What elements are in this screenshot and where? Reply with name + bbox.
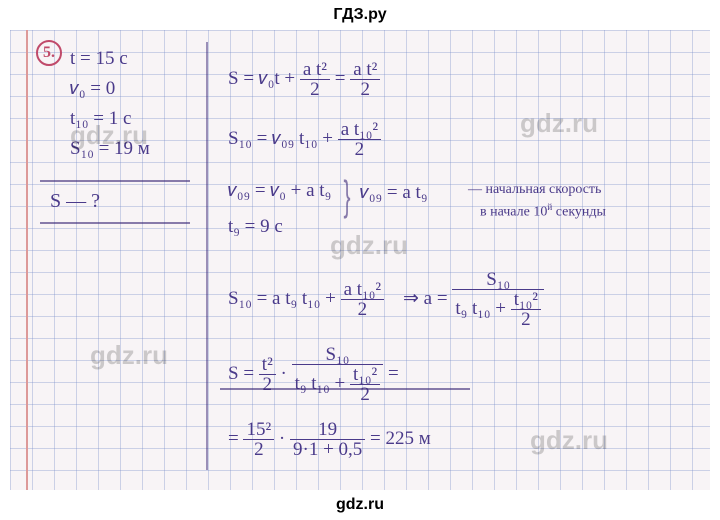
given-line: t = 15 с	[70, 48, 128, 70]
find-line: S — ?	[50, 190, 100, 213]
red-margin-line	[26, 30, 28, 490]
solution-line: в начале 10й секунды	[480, 202, 606, 221]
solution-line: S = 𝑣₀t + a t²2 = a t²2	[228, 60, 380, 99]
brace-icon: }	[344, 172, 351, 220]
result-underline	[220, 388, 470, 390]
site-header: ГДЗ.ру	[0, 6, 720, 24]
solution-line: S₁₀ = a t₉ t₁₀ + a t₁₀²2 ⇒ a = S₁₀t₉ t₁₀…	[228, 270, 544, 329]
given-line: 𝑣₀ = 0	[70, 78, 115, 100]
solution-line: — начальная скорость	[468, 182, 601, 198]
solution-line: = 15²2 · 199·1 + 0,5 = 225 м	[228, 420, 431, 459]
solution-line: S₁₀ = 𝑣₀₉ t₁₀ + a t₁₀²2	[228, 120, 381, 159]
solution-line: t₉ = 9 с	[228, 216, 283, 238]
problem-number: 5.	[36, 40, 62, 66]
solution-line: 𝑣₀₉ = a t₉	[360, 182, 427, 204]
solution-line: 𝑣₀₉ = 𝑣₀ + a t₉	[228, 180, 331, 202]
solution-line: S = t²2 · S₁₀t₉ t₁₀ + t₁₀²2 =	[228, 345, 399, 404]
notebook-paper: gdz.rugdz.rugdz.rugdz.rugdz.ru 5. t = 15…	[10, 30, 710, 490]
site-footer: gdz.ru	[0, 496, 720, 514]
given-separator-1	[40, 180, 190, 182]
given-line: S₁₀ = 19 м	[70, 138, 150, 160]
given-line: t₁₀ = 1 с	[70, 108, 131, 130]
vertical-divider	[206, 42, 208, 470]
given-separator-2	[40, 222, 190, 224]
